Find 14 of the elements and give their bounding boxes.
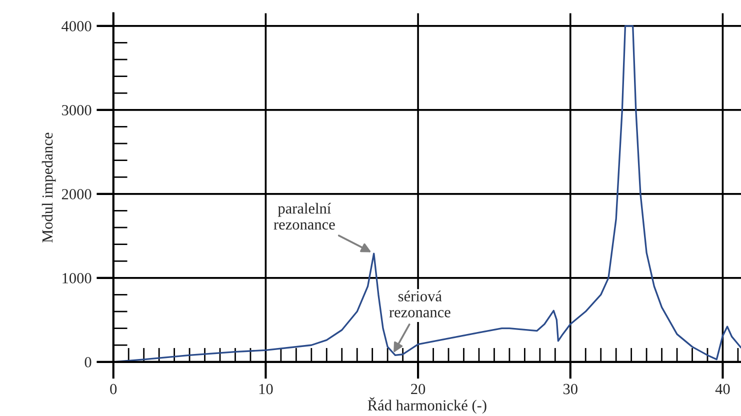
x-tick-label: 10: [259, 384, 273, 394]
x-tick-label: 20: [411, 384, 426, 394]
y-tick-label: 1000: [62, 273, 92, 284]
x-tick-label: 0: [110, 384, 117, 394]
y-tick-label: 4000: [62, 21, 92, 32]
x-tick-label: 40: [715, 384, 730, 394]
y-axis-title: Modul impedance: [42, 132, 56, 243]
annotation: paralelní rezonance: [274, 202, 335, 230]
annotation: sériová rezonance: [389, 290, 450, 318]
y-tick-label: 2000: [62, 189, 92, 200]
x-axis-title: Řád harmonické (-): [368, 397, 486, 414]
y-tick-label: 0: [84, 357, 92, 368]
x-tick-label: 30: [563, 384, 578, 394]
y-tick-label: 3000: [62, 105, 92, 116]
